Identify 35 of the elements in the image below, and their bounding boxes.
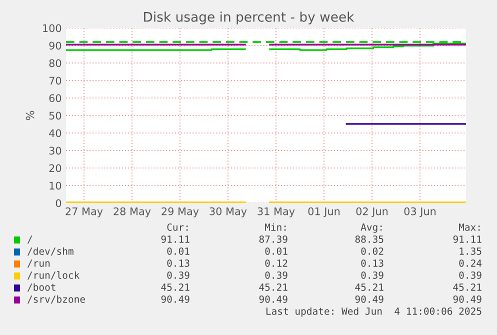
text: 91.11 87.39 88.35 91.11 bbox=[161, 235, 482, 243]
y-tick-label: 70 bbox=[49, 76, 62, 85]
y-tick-label: 100 bbox=[43, 24, 62, 32]
text: Last update: Wed Jun 4 11:00:06 2025 bbox=[266, 307, 482, 317]
chart-title: Disk usage in percent - by week bbox=[144, 12, 354, 24]
y-tick-label: 30 bbox=[49, 146, 62, 155]
legend-label: /run/lock bbox=[27, 271, 80, 280]
x-tick-label: 01 Jun bbox=[308, 207, 340, 218]
y-tick-label: 20 bbox=[49, 164, 62, 172]
x-tick-label: 03 Jun bbox=[404, 207, 436, 218]
text: 0.39 0.39 0.39 0.39 bbox=[167, 271, 482, 279]
text: 0.13 0.12 0.13 0.24 bbox=[167, 259, 482, 267]
y-tick-label: 60 bbox=[49, 94, 62, 102]
legend-label: /srv/bzone bbox=[27, 295, 85, 304]
legend-label: /run bbox=[27, 260, 50, 268]
text: Cur: Min: Avg: Max: bbox=[167, 223, 480, 233]
y-tick-label: 0 bbox=[56, 199, 62, 208]
y-tick-label: 50 bbox=[49, 112, 62, 120]
x-tick-label: 28 May bbox=[114, 207, 151, 218]
legend-label: / bbox=[27, 236, 32, 244]
y-axis-title: % bbox=[26, 110, 34, 120]
text: 90.49 90.49 90.49 90.49 bbox=[161, 295, 482, 303]
x-tick-label: 29 May bbox=[162, 207, 199, 218]
legend-label: /dev/shm bbox=[27, 247, 74, 256]
y-tick-label: 80 bbox=[49, 59, 62, 68]
x-tick-label: 27 May bbox=[66, 207, 103, 218]
y-tick-label: 90 bbox=[49, 42, 62, 50]
y-tick-label: 10 bbox=[50, 182, 62, 190]
x-tick-label: 31 May bbox=[258, 207, 295, 218]
y-tick-label: 40 bbox=[49, 129, 62, 138]
text: 45.21 45.21 45.21 45.21 bbox=[161, 283, 482, 291]
text: 0.01 0.01 0.02 1.35 bbox=[167, 247, 482, 255]
x-tick-label: 02 Jun bbox=[356, 207, 388, 218]
x-tick-label: 30 May bbox=[210, 207, 247, 218]
legend-label: /boot bbox=[27, 283, 56, 292]
